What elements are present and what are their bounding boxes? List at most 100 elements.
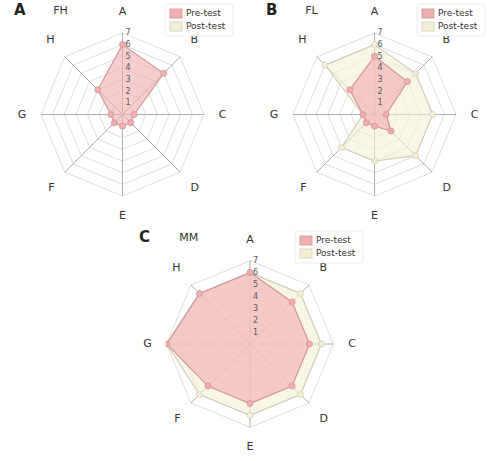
vertex-marker <box>131 112 137 118</box>
tick-label: 6 <box>126 40 131 49</box>
series-area <box>167 273 322 416</box>
category-label: C <box>471 108 479 121</box>
vertex-marker <box>347 87 353 93</box>
vertex-marker <box>196 392 202 398</box>
vertex-marker <box>196 290 202 296</box>
spoke <box>123 115 181 173</box>
tick-label: 2 <box>253 316 258 325</box>
tick-label: 4 <box>378 63 383 72</box>
vertex-marker <box>120 123 126 129</box>
radar-panel: 1234567ABCDEFGHBFLPre-testPost-test <box>266 1 485 221</box>
legend-swatch <box>300 249 312 258</box>
tick-label: 3 <box>253 304 258 313</box>
vertex-marker <box>413 153 419 159</box>
data-area <box>164 270 325 419</box>
radar-panel: 1234567ABCDEFGHAFHPre-testPost-test <box>14 1 233 221</box>
category-label: C <box>219 108 227 121</box>
spoke <box>65 115 123 173</box>
radar-panel: 1234567ABCDEFGHCMMPre-testPost-test <box>139 228 363 453</box>
tick-label: 5 <box>253 280 258 289</box>
legend-frame <box>417 4 485 36</box>
data-area <box>95 42 167 130</box>
vertex-marker <box>289 383 295 389</box>
category-label: A <box>371 5 379 18</box>
vertex-marker <box>111 120 117 126</box>
vertex-marker <box>298 290 304 296</box>
legend-swatch <box>170 22 182 31</box>
vertex-marker <box>322 62 328 68</box>
vertex-marker <box>95 87 101 93</box>
category-label: A <box>246 233 254 246</box>
panel-title: MM <box>179 231 198 244</box>
category-label: E <box>119 209 126 222</box>
legend-label: Post-test <box>186 21 226 31</box>
category-label: G <box>270 108 279 121</box>
category-label: A <box>119 5 127 18</box>
legend-swatch <box>300 236 312 245</box>
vertex-marker <box>430 112 436 118</box>
legend-label: Post-test <box>316 248 356 258</box>
grid-ring <box>41 33 204 196</box>
category-label: G <box>143 337 152 350</box>
category-label: C <box>348 337 356 350</box>
panel-letter: C <box>139 228 150 246</box>
legend-label: Pre-test <box>316 235 351 245</box>
vertex-marker <box>360 112 366 118</box>
tick-label: 1 <box>126 98 131 107</box>
legend-frame <box>295 231 363 263</box>
panel-title: FL <box>305 4 318 17</box>
vertex-marker <box>247 412 253 418</box>
vertex-marker <box>339 144 345 150</box>
tick-label: 4 <box>253 292 258 301</box>
legend: Pre-testPost-test <box>165 4 233 36</box>
tick-label: 7 <box>253 256 258 265</box>
tick-label: 7 <box>378 28 383 37</box>
panel-title: FH <box>53 4 68 17</box>
tick-label: 7 <box>126 28 131 37</box>
category-label: D <box>443 181 451 194</box>
category-label: G <box>18 108 27 121</box>
vertex-marker <box>164 341 170 347</box>
tick-label: 1 <box>253 328 258 337</box>
category-label: H <box>172 261 180 274</box>
vertex-marker <box>247 401 253 407</box>
panel-letter: B <box>266 1 277 19</box>
legend: Pre-test Post-test <box>295 231 363 263</box>
vertex-marker <box>413 70 419 76</box>
vertex-marker <box>388 128 394 134</box>
legend-swatch <box>170 9 182 18</box>
category-label: F <box>48 181 54 194</box>
panel-letter: A <box>14 1 26 19</box>
vertex-marker <box>108 112 114 118</box>
tick-label: 3 <box>126 75 131 84</box>
category-label: F <box>174 412 180 425</box>
category-label: E <box>247 440 254 453</box>
vertex-marker <box>404 79 410 85</box>
category-label: B <box>320 261 328 274</box>
legend: Pre-test Post-test <box>417 4 485 36</box>
category-label: D <box>320 412 328 425</box>
tick-label: 5 <box>126 52 131 61</box>
vertex-marker <box>289 299 295 305</box>
series-area <box>325 45 433 161</box>
vertex-marker <box>318 341 324 347</box>
tick-label: 1 <box>378 98 383 107</box>
vertex-marker <box>196 290 202 296</box>
tick-label: 2 <box>126 87 131 96</box>
vertex-marker <box>128 120 134 126</box>
vertex-marker <box>360 112 366 118</box>
vertex-marker <box>372 158 378 164</box>
tick-label: 6 <box>378 40 383 49</box>
legend-label: Post-test <box>438 21 478 31</box>
vertex-marker <box>307 341 313 347</box>
legend-swatch <box>422 22 434 31</box>
vertex-marker <box>164 341 170 347</box>
series-area <box>98 45 164 127</box>
vertex-marker <box>372 123 378 129</box>
legend-label: Pre-test <box>438 8 473 18</box>
category-label: D <box>191 181 199 194</box>
grid-ring <box>293 33 456 196</box>
series-area <box>350 56 408 131</box>
vertex-marker <box>298 392 304 398</box>
category-label: F <box>300 181 306 194</box>
